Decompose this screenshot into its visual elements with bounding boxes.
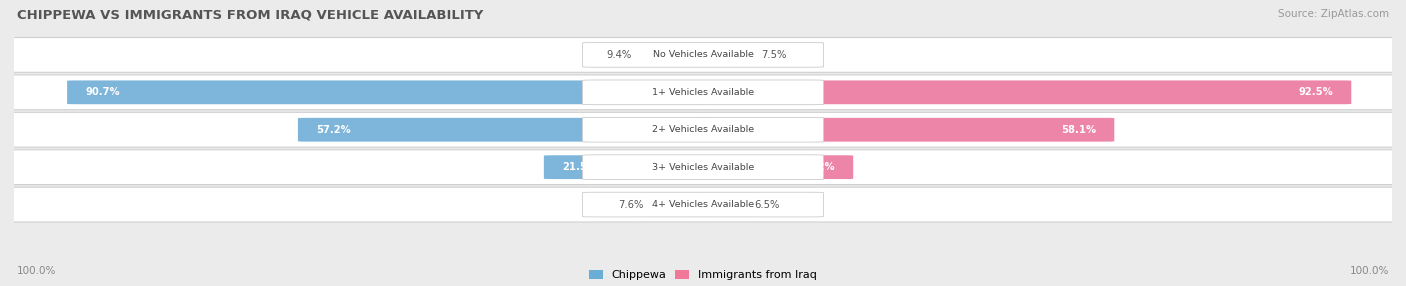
FancyBboxPatch shape bbox=[298, 118, 714, 142]
FancyBboxPatch shape bbox=[692, 43, 766, 67]
FancyBboxPatch shape bbox=[582, 155, 824, 180]
Text: 100.0%: 100.0% bbox=[17, 266, 56, 276]
FancyBboxPatch shape bbox=[7, 187, 1399, 222]
Text: 100.0%: 100.0% bbox=[1350, 266, 1389, 276]
FancyBboxPatch shape bbox=[582, 192, 824, 217]
Text: 6.5%: 6.5% bbox=[755, 200, 780, 210]
FancyBboxPatch shape bbox=[7, 37, 1399, 72]
FancyBboxPatch shape bbox=[7, 150, 1399, 184]
Text: 58.1%: 58.1% bbox=[1062, 125, 1097, 135]
FancyBboxPatch shape bbox=[692, 80, 1351, 104]
Text: No Vehicles Available: No Vehicles Available bbox=[652, 50, 754, 59]
Text: CHIPPEWA VS IMMIGRANTS FROM IRAQ VEHICLE AVAILABILITY: CHIPPEWA VS IMMIGRANTS FROM IRAQ VEHICLE… bbox=[17, 9, 484, 21]
Text: 2+ Vehicles Available: 2+ Vehicles Available bbox=[652, 125, 754, 134]
FancyBboxPatch shape bbox=[692, 118, 1115, 142]
Text: 1+ Vehicles Available: 1+ Vehicles Available bbox=[652, 88, 754, 97]
FancyBboxPatch shape bbox=[627, 43, 714, 67]
FancyBboxPatch shape bbox=[544, 155, 714, 179]
Text: Source: ZipAtlas.com: Source: ZipAtlas.com bbox=[1278, 9, 1389, 19]
FancyBboxPatch shape bbox=[692, 193, 759, 217]
Text: 7.6%: 7.6% bbox=[619, 200, 644, 210]
FancyBboxPatch shape bbox=[582, 80, 824, 105]
FancyBboxPatch shape bbox=[692, 155, 853, 179]
FancyBboxPatch shape bbox=[582, 43, 824, 67]
FancyBboxPatch shape bbox=[582, 117, 824, 142]
FancyBboxPatch shape bbox=[67, 80, 714, 104]
Text: 21.5%: 21.5% bbox=[562, 162, 596, 172]
Text: 90.7%: 90.7% bbox=[84, 87, 120, 97]
FancyBboxPatch shape bbox=[640, 193, 714, 217]
FancyBboxPatch shape bbox=[7, 75, 1399, 110]
Text: 9.4%: 9.4% bbox=[606, 50, 631, 60]
Text: 3+ Vehicles Available: 3+ Vehicles Available bbox=[652, 163, 754, 172]
Text: 7.5%: 7.5% bbox=[762, 50, 787, 60]
Text: 57.2%: 57.2% bbox=[316, 125, 350, 135]
Legend: Chippewa, Immigrants from Iraq: Chippewa, Immigrants from Iraq bbox=[589, 270, 817, 281]
Text: 20.2%: 20.2% bbox=[800, 162, 835, 172]
FancyBboxPatch shape bbox=[7, 112, 1399, 147]
Text: 4+ Vehicles Available: 4+ Vehicles Available bbox=[652, 200, 754, 209]
Text: 92.5%: 92.5% bbox=[1299, 87, 1333, 97]
